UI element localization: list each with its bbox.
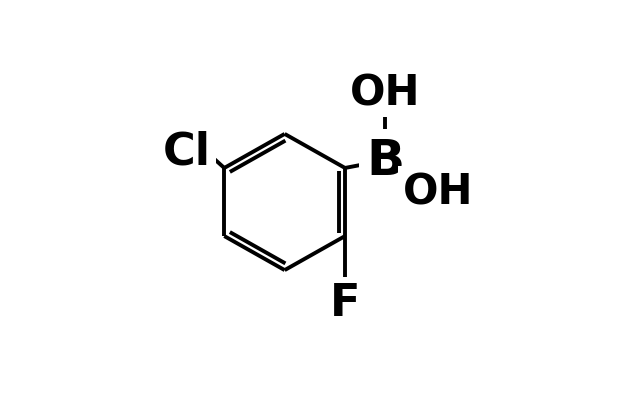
Text: B: B: [366, 137, 404, 185]
Text: Cl: Cl: [163, 130, 211, 173]
Text: OH: OH: [403, 171, 473, 213]
Text: F: F: [330, 282, 360, 324]
Text: OH: OH: [350, 72, 420, 114]
